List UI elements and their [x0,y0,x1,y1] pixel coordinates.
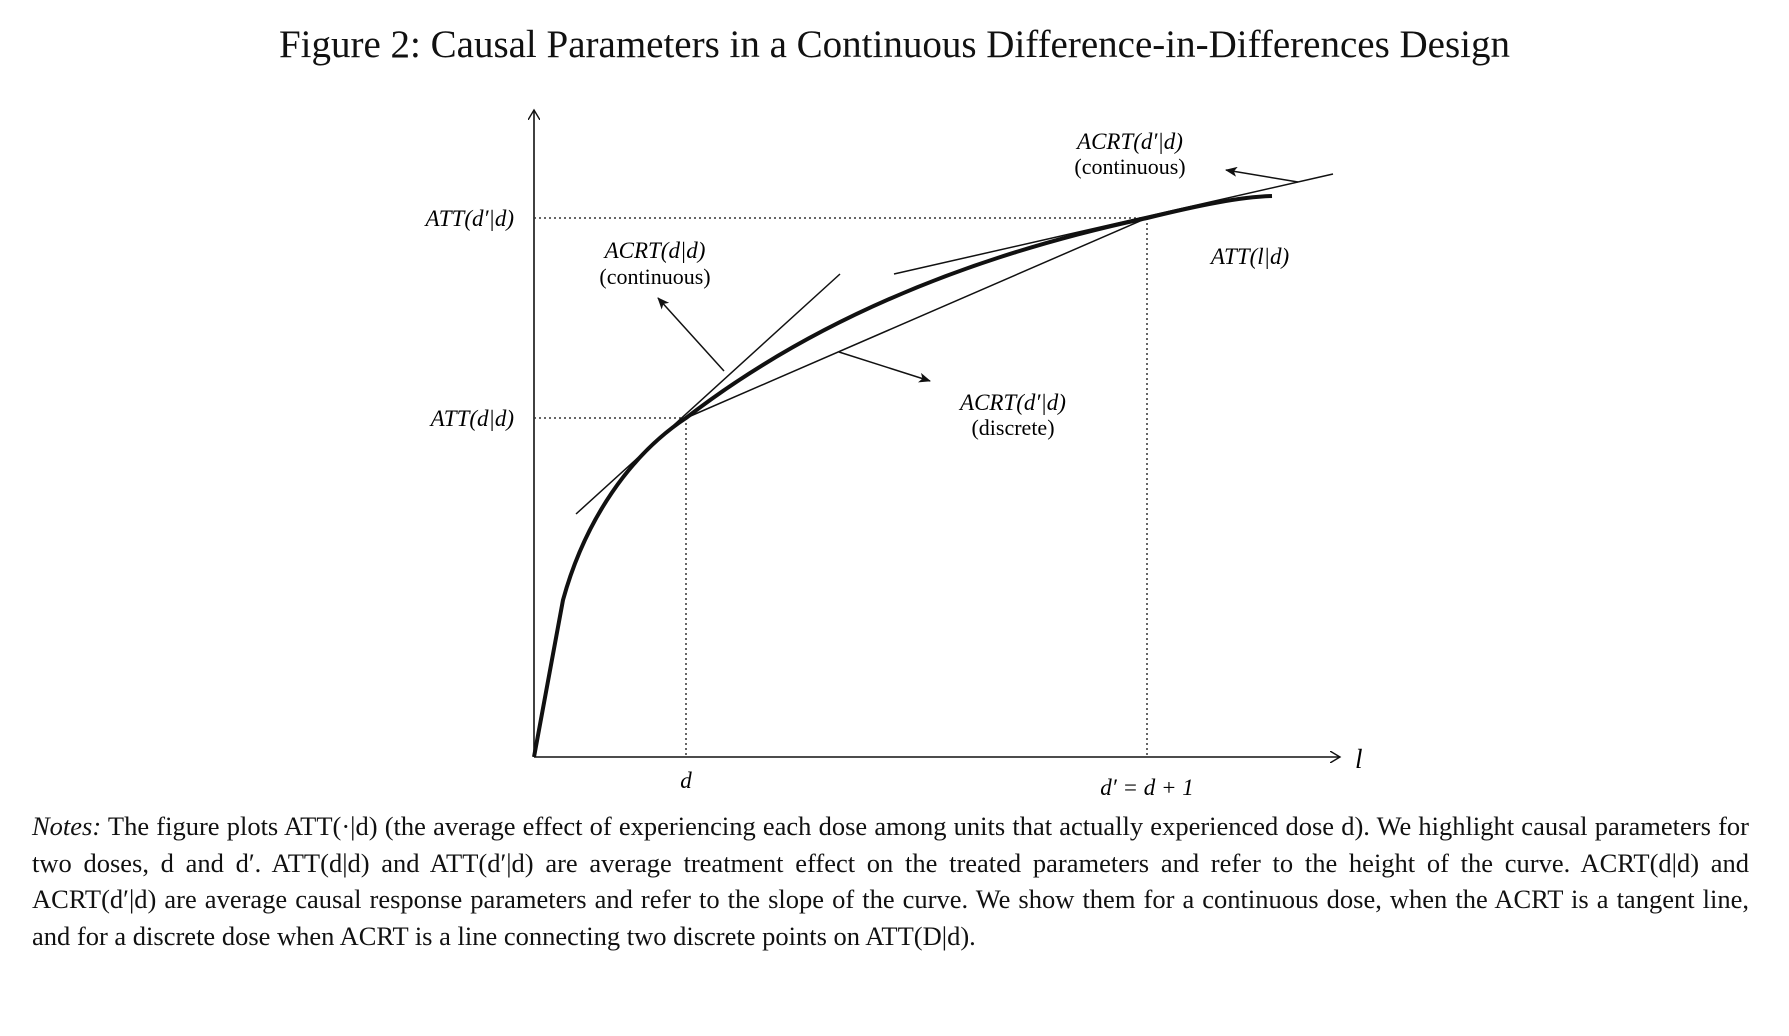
figure-diagram: ATT(d′|d) ATT(d|d) l d d′ = d + 1 ATT(l|… [424,0,1363,800]
label-acrt-dprime-cont-1: ACRT(d′|d) [1075,129,1183,154]
label-curve: ATT(l|d) [1209,244,1289,269]
label-acrt-dprime-disc-2: (discrete) [971,415,1054,440]
label-x-dprime: d′ = d + 1 [1100,775,1194,800]
label-att-dprime: ATT(d′|d) [424,206,514,231]
secant-line [685,217,1148,419]
label-acrt-d-cont-2: (continuous) [599,264,710,289]
att-curve [532,194,1273,758]
notes-label: Notes: [32,811,102,841]
tangent-line-d [575,273,841,515]
notes-text: The figure plots ATT(·|d) (the average e… [32,811,1749,951]
label-acrt-dprime-disc-1: ACRT(d′|d) [958,390,1066,415]
label-x-axis-l: l [1355,744,1363,774]
arrow-acrt-d-continuous [657,297,725,372]
label-acrt-d-cont-1: ACRT(d|d) [603,238,706,263]
label-x-d: d [680,768,692,793]
figure-notes: Notes: The figure plots ATT(·|d) (the av… [32,808,1749,954]
arrow-acrt-dprime-discrete [838,351,931,383]
arrow-acrt-dprime-continuous [1225,166,1299,183]
figure-title: Figure 2: Causal Parameters in a Continu… [278,23,1511,66]
label-acrt-dprime-cont-2: (continuous) [1074,154,1185,179]
label-att-d: ATT(d|d) [429,406,514,431]
